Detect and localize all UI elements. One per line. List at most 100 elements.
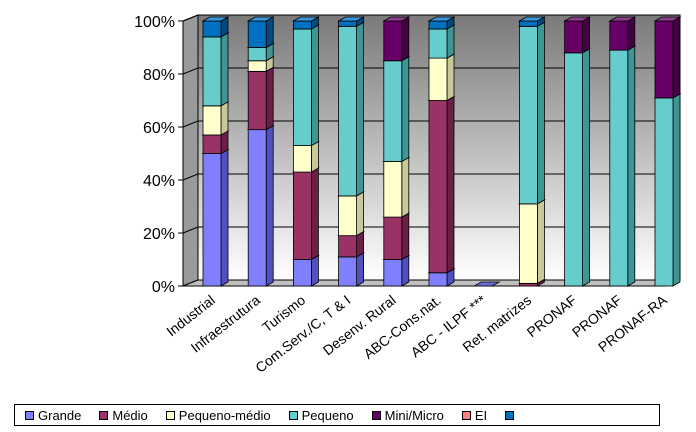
y-tick-label: 0% (152, 279, 175, 296)
bar-segment-top (382, 16, 411, 22)
legend-swatch (99, 410, 109, 420)
bar-segment (383, 20, 403, 62)
bars (201, 16, 682, 287)
bar-segment (338, 235, 358, 258)
bar-segment-side (627, 16, 636, 51)
bar-segment-side (265, 66, 274, 131)
bar-segment-side (265, 124, 274, 287)
bar-segment-side (310, 24, 319, 147)
legend-label: Grande (38, 407, 82, 423)
bar-segment-side (672, 93, 681, 287)
legend-label: Pequeno-médio (178, 407, 271, 423)
y-tick-label: 100% (134, 14, 175, 31)
bar-segment (428, 57, 448, 101)
bar-stack (427, 16, 456, 287)
bar-segment (292, 259, 312, 287)
bar-stack (472, 281, 501, 287)
legend-item: Grande (25, 408, 81, 423)
bar-segment (383, 259, 403, 287)
y-tick-label: 40% (143, 173, 175, 190)
legend-swatch (25, 410, 34, 420)
bar-segment-side (220, 148, 229, 287)
bar-segment (247, 20, 267, 48)
bar-segment (383, 60, 403, 162)
bar-segment (383, 216, 403, 260)
bar-segment-side (401, 56, 410, 163)
bar-segment-side (310, 140, 319, 173)
legend-item: Médio (99, 407, 148, 423)
bar-stack (608, 16, 637, 287)
bar-segment (609, 20, 629, 51)
bar-segment-side (537, 21, 545, 205)
bar-stack (291, 16, 320, 287)
bar-segment-top (653, 16, 682, 22)
bar-segment-side (582, 48, 590, 287)
bar-segment (519, 25, 538, 205)
bar-segment-side (220, 32, 229, 107)
legend-label: Pequeno (301, 407, 354, 423)
legend-label: Mini/Micro (384, 407, 444, 423)
bar-segment (292, 171, 312, 260)
bar-segment-side (356, 191, 365, 237)
bar-stack (246, 16, 275, 287)
legend-label: EI (474, 407, 488, 423)
bar-segment-side (627, 45, 636, 287)
bar-segment-side (356, 21, 365, 197)
bar-segment (202, 105, 222, 136)
bar-stack (563, 16, 592, 287)
bar-segment-side (356, 252, 365, 287)
bar-segment (383, 161, 403, 218)
bar-segment-side (401, 254, 410, 287)
y-tick-label: 60% (143, 120, 175, 137)
bar-stack (653, 16, 682, 287)
bar-segment (428, 100, 448, 274)
bar-segment-top (427, 16, 456, 22)
bar-segment-top (517, 16, 546, 22)
stacked-bar-chart: 0% 20% 40% 60% 80% 100% IndustrialInfraestrut… (134, 14, 682, 376)
legend-swatch (288, 410, 298, 420)
bar-segment (292, 28, 312, 146)
bar-segment-top (201, 16, 230, 22)
bar-stack (382, 16, 411, 287)
y-tick-label: 20% (143, 226, 175, 243)
bar-segment (564, 20, 583, 54)
bar-segment (292, 145, 312, 173)
bar-segment (609, 49, 629, 287)
gridline (182, 14, 680, 22)
x-tick-label: PRONAF (524, 292, 580, 341)
legend-item: Pequeno (288, 407, 354, 423)
legend-item: EI (461, 407, 488, 423)
bar-segment-side (310, 254, 319, 287)
bar-segment (564, 52, 583, 287)
bar-segment (338, 256, 358, 287)
bar-stack (201, 16, 230, 287)
bar-segment-top (291, 16, 320, 22)
bar-segment-side (446, 95, 455, 274)
bar-segment-top (563, 16, 592, 22)
bar-segment-side (401, 16, 410, 62)
bar-segment (247, 60, 267, 72)
bar-segment-side (446, 53, 455, 102)
bar-segment (428, 28, 448, 59)
legend-item: Pequeno-médio (165, 407, 271, 423)
legend-swatch (505, 410, 515, 420)
bar-segment (519, 20, 538, 27)
bar-segment-side (672, 16, 681, 99)
bar-stack (337, 16, 366, 287)
bar-segment (202, 153, 222, 287)
bar-segment (202, 134, 222, 154)
bar-segment-side (446, 24, 455, 59)
bar-segment-top (337, 16, 366, 22)
bar-segment (519, 203, 538, 284)
legend-item (505, 410, 518, 420)
legend: Grande Médio Pequeno-médio Pequeno Mini/Micr… (14, 404, 660, 426)
legend-swatch (165, 410, 175, 420)
bar-segment-top (608, 16, 637, 22)
bar-segment (292, 20, 312, 30)
legend-label: Médio (112, 407, 148, 423)
x-tick-label: ABC-Cons.nat. (360, 292, 443, 362)
bar-segment-side (401, 212, 410, 261)
bar-segment-side (310, 167, 319, 261)
bar-segment (202, 20, 222, 38)
bar-segment (247, 70, 267, 131)
